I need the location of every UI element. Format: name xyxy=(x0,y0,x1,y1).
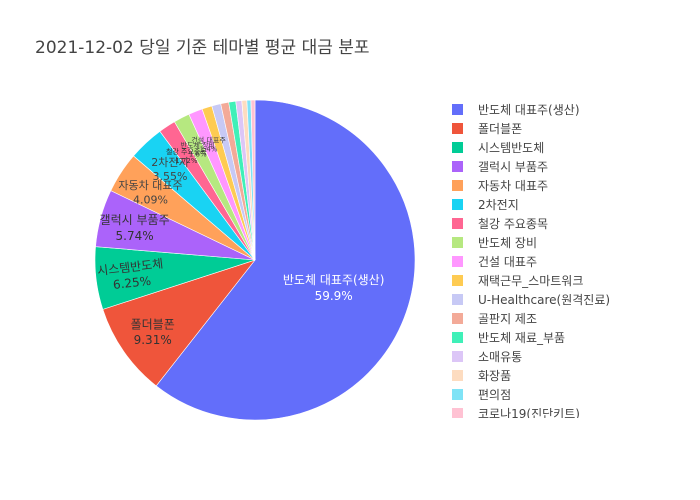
legend-swatch xyxy=(452,180,463,191)
legend-swatch xyxy=(452,294,463,305)
legend-item[interactable]: 화장품 xyxy=(448,366,688,385)
legend-item[interactable]: 2차전지 xyxy=(448,195,688,214)
legend-label: 재택근무_스마트워크 xyxy=(478,274,584,288)
legend-item[interactable]: 반도체 대표주(생산) xyxy=(448,100,688,119)
legend-swatch xyxy=(452,313,463,324)
legend-label: 반도체 대표주(생산) xyxy=(478,103,580,117)
legend-swatch xyxy=(452,161,463,172)
legend-swatch xyxy=(452,199,463,210)
legend-item[interactable]: 소매유통 xyxy=(448,347,688,366)
slice-label-percent: 1.72% xyxy=(175,157,198,165)
slice-label-name: 갤럭시 부품주 xyxy=(100,213,170,227)
legend-label: U-Healthcare(원격진료) xyxy=(478,293,611,307)
legend-label: 철강 주요종목 xyxy=(478,217,549,231)
chart-title: 2021-12-02 당일 기준 테마별 평균 대금 분포 xyxy=(35,38,370,58)
slice-label-name: 건설 대표주 xyxy=(191,135,226,144)
legend-item[interactable]: 갤럭시 부품주 xyxy=(448,157,688,176)
pie-slice xyxy=(102,259,256,387)
legend-swatch xyxy=(452,256,463,267)
slice-label: 폴더블폰 9.31% xyxy=(131,317,175,347)
legend-swatch xyxy=(452,123,463,134)
slice-label: 건설 대표주 1.4% xyxy=(191,135,226,153)
legend-label: 폴더블폰 xyxy=(478,122,523,136)
legend-item[interactable]: 반도체 재료_부품 xyxy=(448,328,688,347)
slice-label: 반도체 대표주(생산) 59.9% xyxy=(283,273,385,303)
legend-swatch xyxy=(452,351,463,362)
slice-label-name: 반도체 대표주(생산) xyxy=(283,273,385,287)
slice-label-percent: 6.25% xyxy=(112,274,151,292)
legend-swatch xyxy=(452,389,463,400)
legend-item[interactable]: 시스템반도체 xyxy=(448,138,688,157)
slice-label-name: 자동차 대표주 xyxy=(118,179,182,192)
legend-label: 코로나19(진단키트) xyxy=(478,407,580,418)
legend-swatch xyxy=(452,104,463,115)
legend-label: 반도체 장비 xyxy=(478,236,538,250)
pie-slices xyxy=(94,99,416,421)
slice-label-percent: 1.4% xyxy=(200,146,218,154)
legend-item[interactable]: 자동차 대표주 xyxy=(448,176,688,195)
slice-label-percent: 5.74% xyxy=(116,229,154,243)
slice-label-name: 철강 주요종목 xyxy=(166,147,207,156)
legend-swatch xyxy=(452,275,463,286)
legend-label: 자동차 대표주 xyxy=(478,179,549,193)
legend-label: 화장품 xyxy=(478,369,512,383)
slice-label-percent: 9.31% xyxy=(134,333,172,347)
legend-label: 골판지 제조 xyxy=(478,312,538,326)
legend-swatch xyxy=(452,218,463,229)
legend-label: 소매유통 xyxy=(478,350,523,364)
legend-item[interactable]: 철강 주요종목 xyxy=(448,214,688,233)
legend-swatch xyxy=(452,332,463,343)
slice-label-percent: 3.55% xyxy=(152,170,187,183)
pie-slice xyxy=(155,99,416,421)
legend-item[interactable]: U-Healthcare(원격진료) xyxy=(448,290,688,309)
legend-item[interactable]: 편의점 xyxy=(448,385,688,404)
legend-item[interactable]: 골판지 제조 xyxy=(448,309,688,328)
legend-label: 반도체 재료_부품 xyxy=(478,331,566,345)
slice-label-name: 폴더블폰 xyxy=(131,317,175,331)
legend-item[interactable]: 코로나19(진단키트) xyxy=(448,404,688,418)
legend-swatch xyxy=(452,408,463,418)
slice-label: 반도체 장비1.6% xyxy=(181,140,215,158)
slice-label-name: 2차전지 xyxy=(151,156,188,169)
legend-item[interactable]: 재택근무_스마트워크 xyxy=(448,271,688,290)
pie-slice xyxy=(250,99,256,261)
slice-label: 갤럭시 부품주 5.74% xyxy=(100,213,170,243)
legend-label: 시스템반도체 xyxy=(478,141,545,155)
legend-item[interactable]: 반도체 장비 xyxy=(448,233,688,252)
slice-label-percent: 4.09% xyxy=(133,193,168,206)
slice-label-name: 반도체 장비 xyxy=(181,140,215,149)
legend-swatch xyxy=(452,237,463,248)
legend-label: 2차전지 xyxy=(478,198,519,212)
slice-label-percent: 59.9% xyxy=(315,289,353,303)
legend-swatch xyxy=(452,370,463,381)
slice-label-percent: 1.6% xyxy=(189,150,207,158)
legend-label: 편의점 xyxy=(478,388,512,402)
legend-item[interactable]: 건설 대표주 xyxy=(448,252,688,271)
legend-label: 갤럭시 부품주 xyxy=(478,160,549,174)
legend-item[interactable]: 폴더블폰 xyxy=(448,119,688,138)
legend-swatch xyxy=(452,142,463,153)
legend-label: 건설 대표주 xyxy=(478,255,538,269)
